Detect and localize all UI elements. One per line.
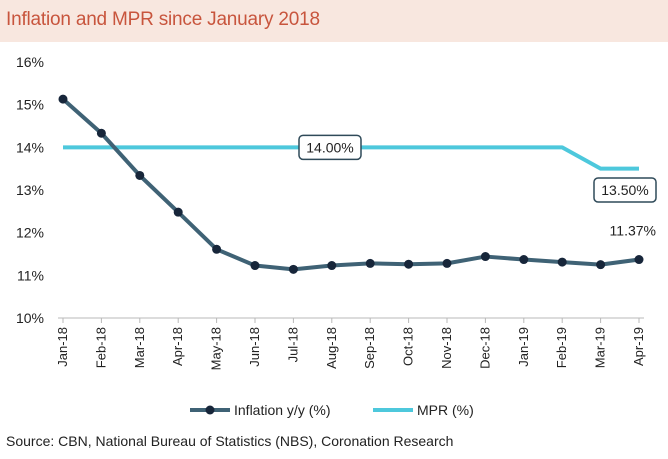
x-tick-label: Aug-18 [324, 327, 339, 369]
x-tick-label: Jan-18 [55, 327, 70, 367]
inflation-point [442, 258, 452, 268]
y-tick-label: 13% [16, 182, 44, 198]
y-tick-label: 12% [16, 225, 44, 241]
title-bar: Inflation and MPR since January 2018 [0, 0, 668, 42]
inflation-point [212, 244, 222, 254]
inflation-point [519, 255, 529, 265]
y-tick-label: 15% [16, 97, 44, 113]
x-tick-label: Feb-18 [93, 327, 108, 368]
inflation-point [480, 252, 490, 262]
x-tick-label: Nov-18 [439, 327, 454, 369]
x-tick-label: Feb-19 [554, 327, 569, 368]
data-label: 11.37% [610, 223, 656, 239]
inflation-point [96, 128, 106, 138]
x-tick-label: Dec-18 [477, 327, 492, 369]
series-line-inflation [61, 97, 640, 272]
inflation-point [288, 264, 298, 274]
x-tick-label: Mar-18 [132, 327, 147, 368]
inflation-point [135, 170, 145, 180]
data-label-box [593, 177, 657, 203]
data-label-box [298, 134, 362, 161]
y-tick-label: 10% [16, 310, 44, 326]
x-tick-label: Apr-19 [631, 327, 646, 366]
inflation-point [327, 261, 337, 271]
x-tick-label: May-18 [209, 327, 224, 370]
x-tick-label: Sep-18 [362, 327, 377, 369]
inflation-point [596, 260, 606, 270]
y-tick-label: 14% [16, 139, 44, 155]
x-tick-label: Mar-19 [593, 327, 608, 368]
inflation-point [557, 257, 567, 267]
chart-title: Inflation and MPR since January 2018 [6, 9, 320, 30]
inflation-point [173, 207, 183, 217]
y-tick-label: 16% [16, 54, 44, 70]
x-tick-label: Apr-18 [170, 327, 185, 366]
x-tick-label: Oct-18 [401, 327, 416, 366]
x-tick-label: Jan-19 [516, 327, 531, 367]
source-note: Source: CBN, National Bureau of Statisti… [6, 433, 454, 449]
inflation-point [58, 94, 68, 104]
legend-marker-inflation [205, 405, 215, 415]
inflation-point [634, 255, 644, 265]
data-label: 13.50% [601, 182, 648, 198]
data-label: 14.00% [306, 139, 353, 155]
legend-label: Inflation y/y (%) [234, 402, 330, 418]
x-tick-label: Jun-18 [247, 327, 262, 367]
inflation-point [250, 261, 260, 271]
x-tick-label: Jul-18 [285, 327, 300, 362]
legend-label: MPR (%) [417, 402, 474, 418]
inflation-point [365, 258, 375, 268]
inflation-point [404, 259, 414, 269]
y-tick-label: 11% [17, 267, 44, 283]
